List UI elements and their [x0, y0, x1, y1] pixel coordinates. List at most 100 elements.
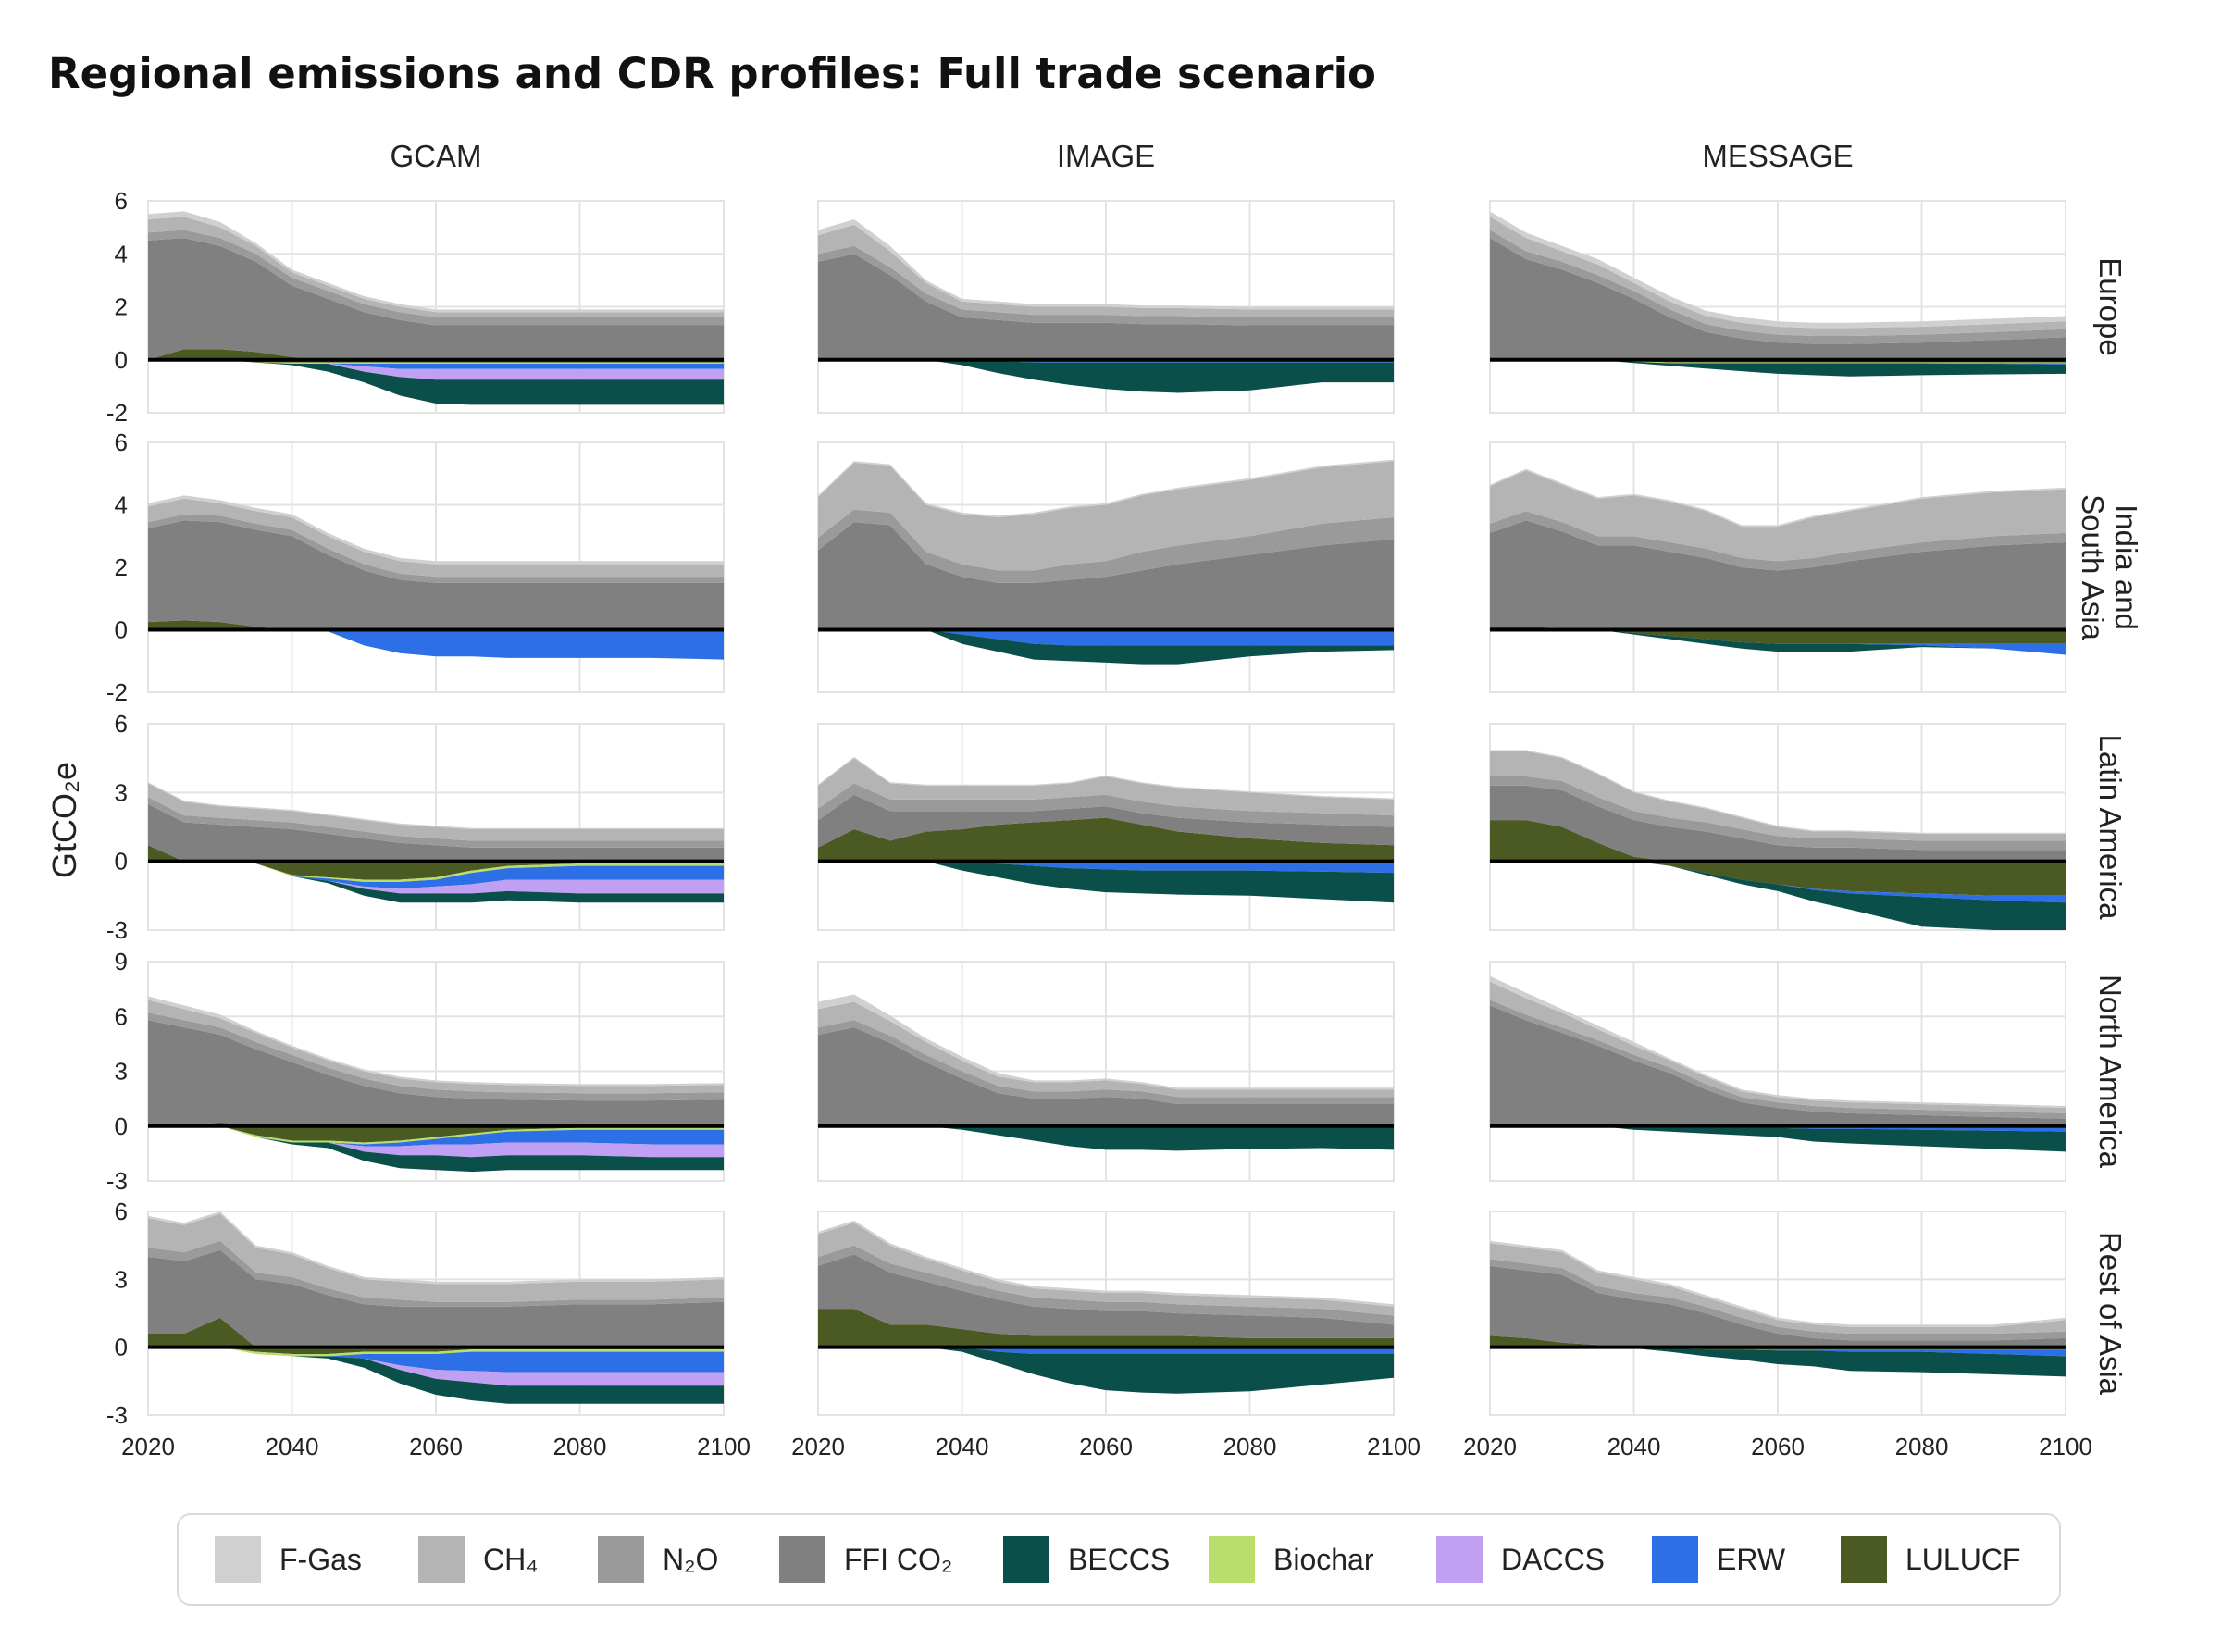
- area-n2o-pos: [818, 783, 1394, 827]
- area-beccs-neg: [1490, 1125, 2066, 1152]
- panel-areas: [1490, 750, 2066, 930]
- area-fgas-pos: [1490, 1240, 2066, 1327]
- y-tick-label: 0: [115, 346, 128, 374]
- y-tick-label: 6: [115, 429, 128, 456]
- y-tick-label: 3: [115, 778, 128, 806]
- area-beccs-neg: [818, 359, 1394, 393]
- x-tick-label: 2040: [1607, 1433, 1661, 1460]
- area-beccs-neg: [148, 359, 724, 405]
- area-ffi-pos: [818, 1254, 1394, 1338]
- area-ch4-pos: [148, 498, 724, 578]
- area-beccs-neg: [1490, 629, 2066, 655]
- panel-2-2: [1489, 723, 2066, 931]
- area-luluc-neg: [1490, 861, 2066, 896]
- panel-areas: [148, 211, 724, 405]
- panel-0-3: 9 6 3 0 -3: [106, 948, 725, 1195]
- area-fgas-pos: [148, 211, 724, 313]
- area-beccs-neg: [818, 861, 1394, 903]
- area-erw-neg: [1490, 861, 2066, 903]
- y-tick-label: 6: [115, 1198, 128, 1225]
- area-biochar-neg: [148, 861, 724, 882]
- area-ffi-pos: [1490, 238, 2066, 360]
- panel-0-2: 6 3 0 -3: [106, 710, 725, 944]
- area-n2o-pos: [818, 509, 1394, 583]
- legend-label-biochar: Biochar: [1273, 1543, 1374, 1576]
- y-tick-label: 3: [115, 1265, 128, 1293]
- x-tick-label: 2080: [553, 1433, 607, 1460]
- area-luluc-pos: [818, 817, 1394, 862]
- panel-1-2: [817, 723, 1395, 931]
- panel-2-0: [1489, 200, 2066, 414]
- area-fgas-pos: [148, 1211, 724, 1285]
- x-tick-label: 2060: [1079, 1433, 1133, 1460]
- area-daccs-neg: [148, 1347, 724, 1386]
- panel-1-0: [817, 200, 1395, 414]
- column-title-message: MESSAGE: [1702, 139, 1853, 173]
- area-ffi-pos: [148, 520, 724, 630]
- panel-0-0: 6 4 2 0 -2: [106, 187, 725, 427]
- y-tick-label: -3: [106, 1401, 128, 1429]
- legend-label-ffi: FFI CO₂: [844, 1543, 952, 1576]
- panels-layer: GCAM IMAGE MESSAGE Europe 6 4 2 0 -2 India andSou…: [106, 139, 2143, 1460]
- panel-1-1: [817, 441, 1395, 693]
- area-erw-neg: [148, 1347, 724, 1373]
- area-n2o-pos: [818, 245, 1394, 326]
- y-tick-label: 6: [115, 187, 128, 215]
- x-tick-label: 2080: [1223, 1433, 1277, 1460]
- x-tick-label: 2040: [266, 1433, 319, 1460]
- area-biochar-neg: [1490, 359, 2066, 364]
- y-tick-label: 0: [115, 1112, 128, 1140]
- legend-label-erw: ERW: [1717, 1543, 1786, 1576]
- area-ffi-pos: [818, 794, 1394, 848]
- area-erw-neg: [1490, 1347, 2066, 1357]
- legend-swatch-n2o: [598, 1536, 644, 1583]
- legend-swatch-erw: [1652, 1536, 1698, 1583]
- panel-areas: [148, 996, 724, 1173]
- area-n2o-pos: [1490, 1259, 2066, 1341]
- area-ffi-pos: [818, 522, 1394, 630]
- y-tick-label: 2: [115, 293, 128, 321]
- area-erw-neg: [148, 629, 724, 660]
- area-ch4-pos: [1490, 217, 2066, 336]
- area-ffi-pos: [818, 254, 1394, 360]
- y-tick-label: -3: [106, 1167, 128, 1195]
- area-beccs-neg: [148, 1347, 724, 1404]
- legend-swatch-biochar: [1209, 1536, 1255, 1583]
- x-tick-label: 2060: [409, 1433, 463, 1460]
- area-biochar-neg: [148, 1347, 724, 1357]
- legend: F-Gas CH₄ N₂O FFI CO₂ BECCS Biochar DACCS ERW LU…: [177, 1513, 2061, 1606]
- area-n2o-pos: [818, 1245, 1394, 1325]
- panel-2-3: [1489, 961, 2066, 1182]
- panel-2-1: [1489, 441, 2066, 693]
- area-beccs-neg: [818, 629, 1394, 665]
- legend-swatch-daccs: [1436, 1536, 1483, 1583]
- column-title-gcam: GCAM: [391, 139, 482, 173]
- area-ch4-pos: [148, 783, 724, 841]
- chart-title: Regional emissions and CDR profiles: Ful…: [48, 49, 1376, 98]
- area-ffi-pos: [148, 803, 724, 862]
- area-n2o-pos: [1490, 776, 2066, 851]
- area-n2o-pos: [148, 230, 724, 326]
- panel-areas: [148, 782, 724, 903]
- y-tick-label: 2: [115, 553, 128, 581]
- x-tick-label: 2100: [1367, 1433, 1421, 1460]
- area-beccs-neg: [148, 861, 724, 903]
- area-ch4-pos: [818, 461, 1394, 571]
- area-ffi-pos: [1490, 1265, 2066, 1348]
- panel-areas: [1490, 468, 2066, 655]
- area-ch4-pos: [148, 217, 724, 317]
- area-biochar-neg: [148, 1125, 724, 1145]
- area-beccs-neg: [1490, 359, 2066, 377]
- area-biochar-neg: [148, 359, 724, 364]
- area-n2o-pos: [148, 514, 724, 583]
- panel-0-1: 6 4 2 0 -2: [106, 429, 725, 706]
- row-title-1: India andSouth Asia: [2076, 494, 2143, 640]
- legend-swatch-ffi: [779, 1536, 825, 1583]
- x-tick-label: 2100: [2039, 1433, 2092, 1460]
- panel-2-4: 2020 2040 2060 2080 2100: [1463, 1211, 2092, 1460]
- area-erw-neg: [148, 359, 724, 369]
- y-tick-label: 6: [115, 710, 128, 738]
- area-luluc-neg: [148, 861, 724, 880]
- panel-1-4: 2020 2040 2060 2080 2100: [791, 1211, 1421, 1460]
- row-title-line: Rest of Asia: [2093, 1232, 2128, 1396]
